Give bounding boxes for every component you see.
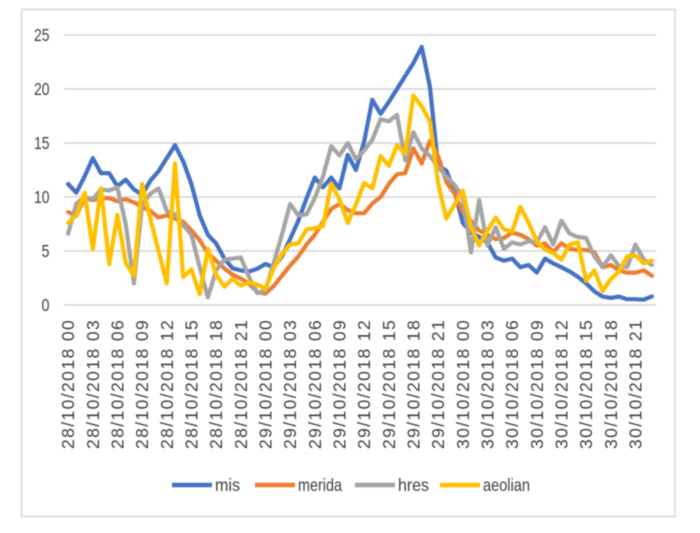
svg-text:30/10/2018 03: 30/10/2018 03	[477, 319, 497, 449]
svg-text:merida: merida	[298, 475, 342, 495]
svg-text:28/10/2018 18: 28/10/2018 18	[206, 319, 226, 449]
svg-text:29/10/2018 06: 29/10/2018 06	[305, 319, 325, 449]
svg-text:28/10/2018 15: 28/10/2018 15	[181, 319, 201, 449]
svg-text:5: 5	[42, 241, 50, 261]
svg-text:15: 15	[34, 133, 50, 153]
svg-text:30/10/2018 18: 30/10/2018 18	[601, 319, 621, 449]
svg-text:30/10/2018 09: 30/10/2018 09	[527, 319, 547, 449]
svg-text:25: 25	[34, 25, 50, 45]
svg-text:28/10/2018 09: 28/10/2018 09	[132, 319, 152, 449]
svg-text:30/10/2018 12: 30/10/2018 12	[551, 319, 571, 449]
svg-text:10: 10	[34, 187, 50, 207]
svg-text:30/10/2018 00: 30/10/2018 00	[453, 319, 473, 449]
svg-text:28/10/2018 03: 28/10/2018 03	[83, 319, 103, 449]
svg-text:29/10/2018 12: 29/10/2018 12	[354, 319, 374, 449]
svg-text:29/10/2018 00: 29/10/2018 00	[255, 319, 275, 449]
svg-text:20: 20	[34, 79, 50, 99]
svg-text:hres: hres	[398, 475, 429, 495]
svg-text:aeolian: aeolian	[483, 475, 530, 495]
svg-text:28/10/2018 21: 28/10/2018 21	[231, 319, 251, 449]
svg-text:28/10/2018 12: 28/10/2018 12	[157, 319, 177, 449]
svg-text:29/10/2018 09: 29/10/2018 09	[329, 319, 349, 449]
svg-text:mis: mis	[215, 475, 240, 495]
svg-text:29/10/2018 03: 29/10/2018 03	[280, 319, 300, 449]
svg-text:0: 0	[42, 295, 50, 315]
svg-text:30/10/2018 21: 30/10/2018 21	[625, 319, 645, 449]
svg-text:28/10/2018 06: 28/10/2018 06	[107, 319, 127, 449]
svg-text:29/10/2018 15: 29/10/2018 15	[379, 319, 399, 449]
svg-text:29/10/2018 18: 29/10/2018 18	[403, 319, 423, 449]
svg-text:28/10/2018 00: 28/10/2018 00	[58, 319, 78, 449]
svg-text:29/10/2018 21: 29/10/2018 21	[428, 319, 448, 449]
svg-text:30/10/2018 06: 30/10/2018 06	[502, 319, 522, 449]
svg-text:30/10/2018 15: 30/10/2018 15	[576, 319, 596, 449]
